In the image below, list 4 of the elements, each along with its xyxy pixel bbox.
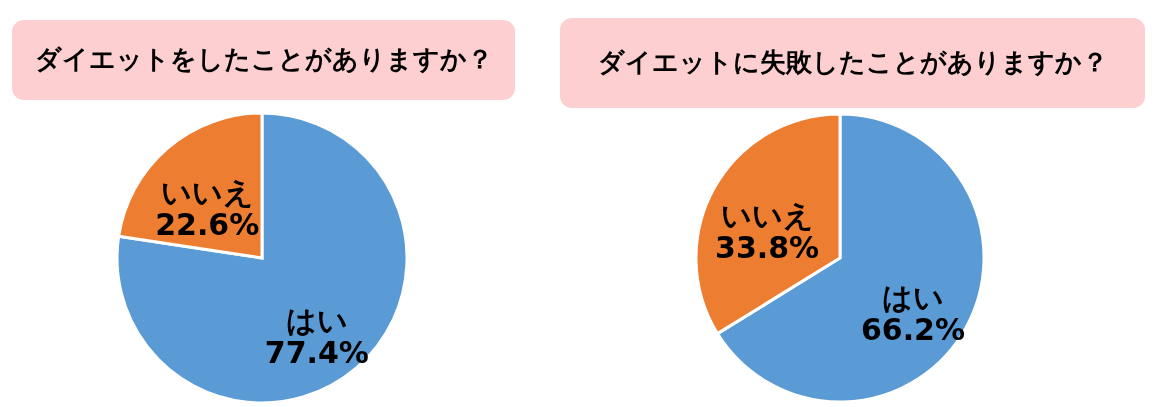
chart-title: ダイエットをしたことがありますか？ bbox=[34, 44, 493, 74]
slice-label: はい bbox=[881, 279, 944, 315]
chart-title: ダイエットに失敗したことがありますか？ bbox=[597, 47, 1108, 77]
slice-label: はい bbox=[285, 302, 348, 338]
